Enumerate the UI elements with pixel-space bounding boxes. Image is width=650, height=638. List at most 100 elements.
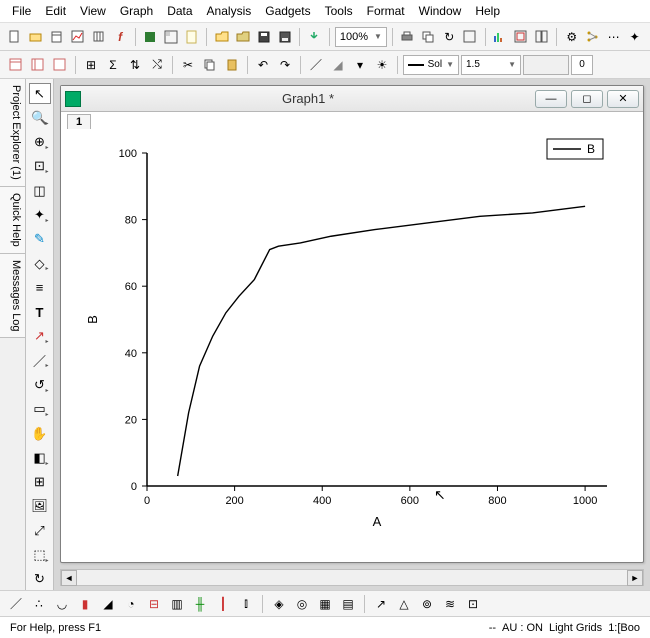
draw-data-icon[interactable]: ✎	[29, 229, 51, 250]
pointer-icon[interactable]: ↖	[29, 83, 51, 104]
menu-tools[interactable]: Tools	[325, 4, 353, 18]
messages-log-tab[interactable]: Messages Log	[0, 254, 25, 339]
copy-icon[interactable]	[200, 55, 220, 75]
drop-icon[interactable]: ▾	[350, 55, 370, 75]
print-icon[interactable]	[398, 27, 417, 47]
project-explorer-tab[interactable]: Project Explorer (1)	[0, 79, 25, 187]
vector-icon[interactable]: ↗	[371, 594, 391, 614]
area-plot-icon[interactable]: ◢	[98, 594, 118, 614]
rescale-tool-icon[interactable]: ⤢	[29, 520, 51, 541]
scroll-left-icon[interactable]: ◄	[61, 570, 77, 586]
surface-icon[interactable]: ▦	[315, 594, 335, 614]
maximize-button[interactable]: ◻	[571, 90, 603, 108]
tool-icon[interactable]: ✦	[625, 27, 644, 47]
hist-plot-icon[interactable]: ▥	[167, 594, 187, 614]
line-plot-icon[interactable]: ／	[6, 594, 26, 614]
line-style-combo[interactable]: Sol ▼	[403, 55, 459, 75]
add-col-icon[interactable]: ⊞	[81, 55, 101, 75]
zoom-in-icon[interactable]: 🔍	[29, 107, 51, 128]
sort-icon[interactable]: ⇅	[125, 55, 145, 75]
insert-graph-icon[interactable]: ⊞	[29, 472, 51, 493]
zoom-rect-icon[interactable]: ⬚	[29, 544, 51, 565]
color-swatch[interactable]	[523, 55, 569, 75]
new-excel-icon[interactable]	[141, 27, 160, 47]
line-symbol-icon[interactable]: ◡	[52, 594, 72, 614]
redo-icon[interactable]: ↷	[275, 55, 295, 75]
open-icon[interactable]	[212, 27, 231, 47]
refresh-icon[interactable]: ↻	[440, 27, 459, 47]
new-notes-icon[interactable]	[182, 27, 201, 47]
text-icon[interactable]: T	[29, 302, 51, 323]
menu-view[interactable]: View	[80, 4, 106, 18]
quick-help-tab[interactable]: Quick Help	[0, 187, 25, 254]
data-reader-icon[interactable]: ⊡	[29, 156, 51, 177]
transpose-icon[interactable]: ⤭	[147, 55, 167, 75]
new-window-icon[interactable]	[461, 27, 480, 47]
more-icon[interactable]: ⋯	[604, 27, 623, 47]
menu-file[interactable]: File	[12, 4, 31, 18]
candle-plot-icon[interactable]: ┃	[213, 594, 233, 614]
zoom-combo[interactable]: 100% ▼	[335, 27, 387, 47]
polar-icon[interactable]: ⊚	[417, 594, 437, 614]
scroll-right-icon[interactable]: ►	[627, 570, 643, 586]
duplicate-icon[interactable]	[419, 27, 438, 47]
close-button[interactable]: ✕	[607, 90, 639, 108]
contour-icon[interactable]: ◎	[292, 594, 312, 614]
scatter-plot-icon[interactable]: ∴	[29, 594, 49, 614]
menu-analysis[interactable]: Analysis	[207, 4, 252, 18]
new-layout-icon[interactable]	[162, 27, 181, 47]
col-b-icon[interactable]	[28, 55, 48, 75]
box-plot-icon[interactable]: ⊟	[144, 594, 164, 614]
data-selector-icon[interactable]: ◫	[29, 180, 51, 201]
layer-tab-1[interactable]: 1	[67, 114, 91, 129]
extract-layer-icon[interactable]	[532, 27, 551, 47]
cut-icon[interactable]: ✂	[178, 55, 198, 75]
ternary-icon[interactable]: △	[394, 594, 414, 614]
rotate-icon[interactable]: ↻	[29, 569, 51, 590]
line-width-combo[interactable]: 1.5 ▼	[461, 55, 521, 75]
plot-area[interactable]: 02040608010002004006008001000ABB↖	[67, 133, 637, 556]
new-folder-icon[interactable]	[27, 27, 46, 47]
menu-gadgets[interactable]: Gadgets	[265, 4, 310, 18]
line-tool-icon[interactable]: ／	[29, 350, 51, 371]
import-icon[interactable]	[305, 27, 324, 47]
menu-graph[interactable]: Graph	[120, 4, 153, 18]
save-template-icon[interactable]	[275, 27, 294, 47]
new-graph-icon[interactable]	[69, 27, 88, 47]
menu-help[interactable]: Help	[475, 4, 500, 18]
screen-reader-icon[interactable]: ⊕	[29, 132, 51, 153]
tree-icon[interactable]	[583, 27, 602, 47]
save-icon[interactable]	[254, 27, 273, 47]
horizontal-scrollbar[interactable]: ◄ ►	[60, 569, 644, 586]
column-plot-icon[interactable]: ▮	[75, 594, 95, 614]
3d-icon[interactable]: ◈	[269, 594, 289, 614]
menu-window[interactable]: Window	[419, 4, 462, 18]
stat-icon[interactable]: Σ	[103, 55, 123, 75]
undo-icon[interactable]: ↶	[253, 55, 273, 75]
minimize-button[interactable]: —	[535, 90, 567, 108]
menu-data[interactable]: Data	[167, 4, 192, 18]
multi-y-icon[interactable]: ⫾	[236, 594, 256, 614]
curved-arrow-icon[interactable]: ↺	[29, 374, 51, 395]
annotation-icon[interactable]: ≡	[29, 277, 51, 298]
rect-icon[interactable]: ▭	[29, 399, 51, 420]
open-template-icon[interactable]	[233, 27, 252, 47]
light-icon[interactable]: ☀	[372, 55, 392, 75]
stock-plot-icon[interactable]: ╫	[190, 594, 210, 614]
paste-icon[interactable]	[222, 55, 242, 75]
menu-format[interactable]: Format	[367, 4, 405, 18]
new-project-icon[interactable]	[6, 27, 25, 47]
rescale-icon[interactable]	[491, 27, 510, 47]
col-a-icon[interactable]	[6, 55, 26, 75]
line-icon[interactable]: ／	[306, 55, 326, 75]
new-workbook-icon[interactable]	[48, 27, 67, 47]
arrow-icon[interactable]: ↗	[29, 326, 51, 347]
fill-icon[interactable]: ◢	[328, 55, 348, 75]
insert-image-icon[interactable]: 🖼	[29, 496, 51, 517]
template-icon[interactable]: ⊡	[463, 594, 483, 614]
pie-plot-icon[interactable]: ◔	[121, 594, 141, 614]
add-layer-icon[interactable]	[512, 27, 531, 47]
col-c-icon[interactable]	[50, 55, 70, 75]
image-plot-icon[interactable]: ▤	[338, 594, 358, 614]
numeric-input[interactable]	[571, 55, 593, 75]
